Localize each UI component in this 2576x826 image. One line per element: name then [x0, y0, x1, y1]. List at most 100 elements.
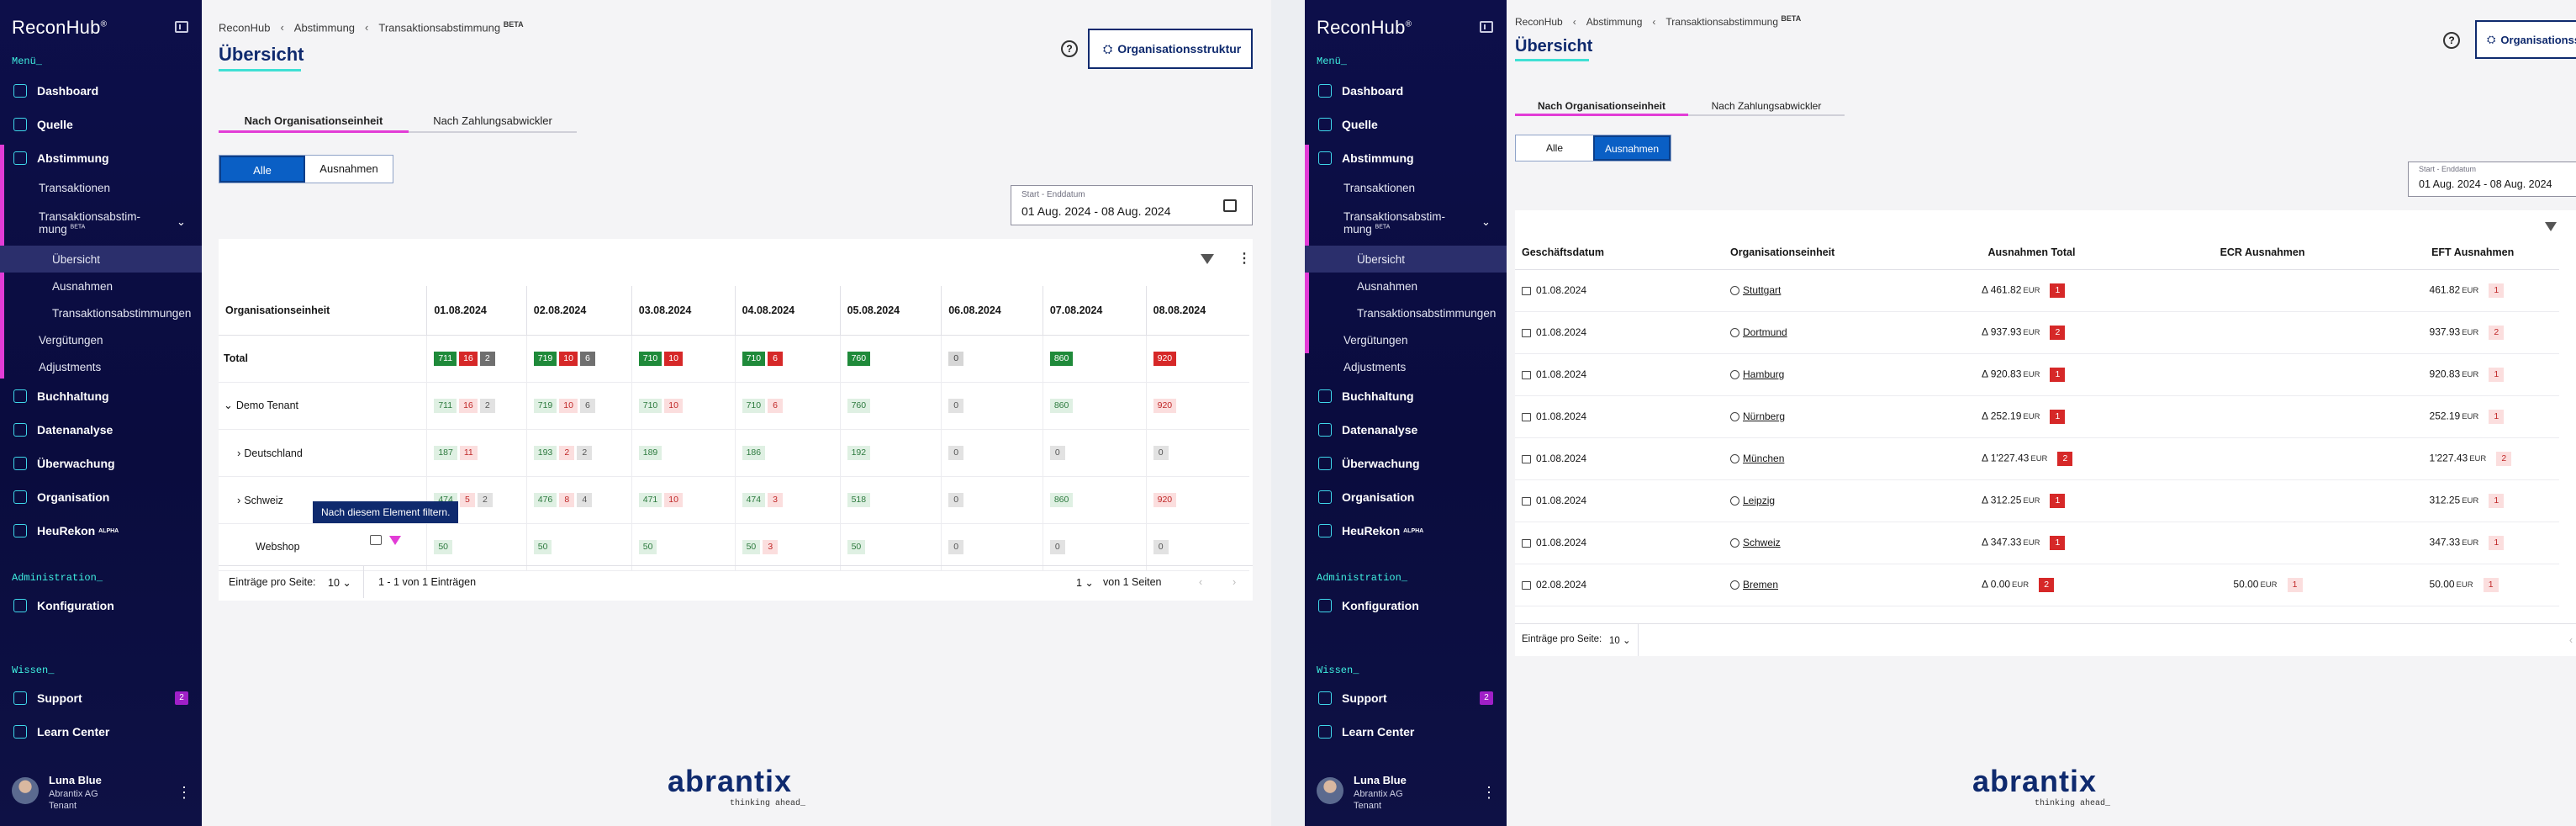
- table-row[interactable]: 01.08.2024 Nürnberg Δ 252.19 EUR 1 252.19 EUR 1: [1515, 395, 2559, 438]
- date-cell[interactable]: 0: [941, 429, 1043, 477]
- chevron-down-icon[interactable]: ⌄: [1481, 215, 1491, 228]
- date-cell[interactable]: 760: [840, 382, 942, 430]
- chevron-down-icon[interactable]: ⌄: [224, 399, 233, 411]
- sidebar-item-verguetungen[interactable]: Vergütungen: [1343, 333, 1408, 347]
- row-label[interactable]: › Deutschland: [219, 429, 428, 477]
- column-header-date[interactable]: 01.08.2024: [426, 286, 527, 336]
- column-header-date[interactable]: 06.08.2024: [941, 286, 1043, 336]
- tab-zahlungsabwickler[interactable]: Nach Zahlungsabwickler: [409, 111, 577, 133]
- column-header-date[interactable]: 05.08.2024: [840, 286, 942, 336]
- sidebar-item-transaktionsabstimmung[interactable]: Transaktionsabstim-mung BETA: [39, 210, 141, 236]
- tab-zahlungsabwickler[interactable]: Nach Zahlungsabwickler: [1688, 98, 1845, 116]
- org-cell[interactable]: Bremen: [1723, 564, 1860, 606]
- help-icon[interactable]: ?: [1061, 40, 1078, 57]
- segment-ausnahmen[interactable]: Ausnahmen: [1593, 135, 1671, 161]
- chevron-down-icon[interactable]: ⌄: [177, 215, 186, 228]
- sidebar-item-konfiguration[interactable]: Konfiguration: [0, 592, 202, 619]
- org-link[interactable]: München: [1743, 453, 1785, 464]
- row-label[interactable]: ⌄ Demo Tenant: [219, 382, 428, 430]
- column-header-date[interactable]: 04.08.2024: [735, 286, 841, 336]
- date-cell[interactable]: 710 6: [735, 335, 841, 383]
- date-cell[interactable]: 760: [840, 335, 942, 383]
- user-profile[interactable]: Luna Blue Abrantix AG Tenant ⋮: [1317, 774, 1502, 814]
- date-cell[interactable]: 50: [426, 523, 527, 571]
- sidebar-item-verguetungen[interactable]: Vergütungen: [39, 333, 103, 347]
- table-row[interactable]: 01.08.2024 Dortmund Δ 937.93 EUR 2 937.93 EUR 2: [1515, 311, 2559, 354]
- org-link[interactable]: Leipzig: [1743, 495, 1776, 506]
- app-logo[interactable]: ReconHub®: [1317, 17, 1412, 38]
- date-cell[interactable]: 186: [735, 429, 841, 477]
- breadcrumb-abstimmung[interactable]: Abstimmung: [293, 21, 356, 34]
- sidebar-item-adjustments[interactable]: Adjustments: [39, 360, 102, 373]
- date-cell[interactable]: 476 8 4: [526, 476, 632, 524]
- sidebar-item-adjustments[interactable]: Adjustments: [1343, 360, 1407, 373]
- date-cell[interactable]: 920: [1146, 335, 1249, 383]
- org-link[interactable]: Schweiz: [1743, 537, 1781, 548]
- collapse-sidebar-icon[interactable]: [175, 21, 188, 33]
- date-cell[interactable]: 719 10 6: [526, 335, 632, 383]
- sidebar-item-abstimmung[interactable]: Abstimmung: [0, 145, 202, 172]
- sidebar-item-support[interactable]: Support: [0, 685, 202, 712]
- sidebar-item-transaktionen[interactable]: Transaktionen: [1343, 181, 1416, 194]
- date-cell[interactable]: 0: [941, 382, 1043, 430]
- date-cell[interactable]: 920: [1146, 382, 1249, 430]
- table-row[interactable]: 02.08.2024 Bremen Δ 0.00 EUR 2 50.00 EUR 1 50.00…: [1515, 564, 2559, 606]
- date-cell[interactable]: 710 10: [631, 335, 736, 383]
- sidebar-item-ueberwachung[interactable]: Überwachung: [0, 450, 202, 477]
- date-cell[interactable]: 193 2 2: [526, 429, 632, 477]
- sidebar-item-abstimmung[interactable]: Abstimmung: [1305, 145, 1507, 172]
- breadcrumb-reconhub[interactable]: ReconHub: [1515, 16, 1563, 28]
- org-cell[interactable]: Leipzig: [1723, 479, 1860, 522]
- date-cell[interactable]: 0: [1043, 429, 1147, 477]
- user-profile[interactable]: Luna Blue Abrantix AG Tenant ⋮: [12, 774, 197, 814]
- date-cell[interactable]: 920: [1146, 476, 1249, 524]
- filter-icon[interactable]: [2545, 222, 2557, 231]
- date-cell[interactable]: 50: [526, 523, 632, 571]
- sidebar-item-konfiguration[interactable]: Konfiguration: [1305, 592, 1507, 619]
- column-header-date[interactable]: 03.08.2024: [631, 286, 736, 336]
- column-header-eft[interactable]: EFT Ausnahmen: [2311, 236, 2521, 270]
- sidebar-item-datenanalyse[interactable]: Datenanalyse: [1305, 416, 1507, 443]
- org-link[interactable]: Stuttgart: [1743, 284, 1782, 296]
- org-link[interactable]: Nürnberg: [1743, 410, 1786, 422]
- next-page-icon[interactable]: ›: [1233, 576, 1237, 588]
- table-row[interactable]: 01.08.2024 Schweiz Δ 347.33 EUR 1 347.33 EUR 1: [1515, 522, 2559, 564]
- date-cell[interactable]: 0: [1043, 523, 1147, 571]
- user-menu-icon[interactable]: ⋮: [1481, 784, 1497, 801]
- date-cell[interactable]: 0: [941, 476, 1043, 524]
- more-options-icon[interactable]: ⋮: [1238, 252, 1251, 266]
- chevron-right-icon[interactable]: ›: [237, 493, 241, 506]
- chevron-right-icon[interactable]: ›: [237, 446, 241, 459]
- sidebar-item-quelle[interactable]: Quelle: [1305, 111, 1507, 138]
- date-cell[interactable]: 860: [1043, 335, 1147, 383]
- sidebar-item-organisation[interactable]: Organisation: [1305, 484, 1507, 511]
- column-header-date[interactable]: 02.08.2024: [526, 286, 632, 336]
- segment-alle[interactable]: Alle: [219, 156, 305, 183]
- sidebar-item-heurekon[interactable]: HeuRekon ALPHA: [0, 517, 202, 544]
- page-select[interactable]: 1 ⌄: [1076, 577, 1094, 589]
- sidebar-item-dashboard[interactable]: Dashboard: [0, 77, 202, 104]
- date-cell[interactable]: 710 10: [631, 382, 736, 430]
- sidebar-item-buchhaltung[interactable]: Buchhaltung: [0, 383, 202, 410]
- sidebar-item-uebersicht[interactable]: Übersicht: [0, 246, 202, 273]
- collapse-sidebar-icon[interactable]: [1480, 21, 1493, 33]
- table-row[interactable]: 01.08.2024 München Δ 1'227.43 EUR 2 1'227.43 E…: [1515, 437, 2559, 480]
- org-cell[interactable]: Schweiz: [1723, 522, 1860, 564]
- row-filter-icon[interactable]: [389, 536, 401, 545]
- sidebar-item-transaktionsabstimmung[interactable]: Transaktionsabstim-mung BETA: [1343, 210, 1446, 236]
- column-header-date[interactable]: 07.08.2024: [1043, 286, 1147, 336]
- app-logo[interactable]: ReconHub®: [12, 17, 108, 38]
- organisation-structure-button[interactable]: Organisationsstruktur: [1088, 29, 1253, 69]
- organisation-structure-button[interactable]: Organisationsstruktur: [2475, 20, 2576, 59]
- date-cell[interactable]: 187 11: [426, 429, 527, 477]
- org-cell[interactable]: Stuttgart: [1723, 269, 1860, 312]
- date-cell[interactable]: 474 3: [735, 476, 841, 524]
- date-cell[interactable]: 0: [941, 335, 1043, 383]
- date-cell[interactable]: 711 16 2: [426, 335, 527, 383]
- column-header-ecr[interactable]: ECR Ausnahmen: [2082, 236, 2312, 270]
- column-header-total[interactable]: Ausnahmen Total: [1860, 236, 2082, 270]
- date-cell[interactable]: 50: [631, 523, 736, 571]
- date-cell[interactable]: 189: [631, 429, 736, 477]
- tab-organisationseinheit[interactable]: Nach Organisationseinheit: [1515, 98, 1688, 116]
- row-label[interactable]: Total: [219, 335, 428, 383]
